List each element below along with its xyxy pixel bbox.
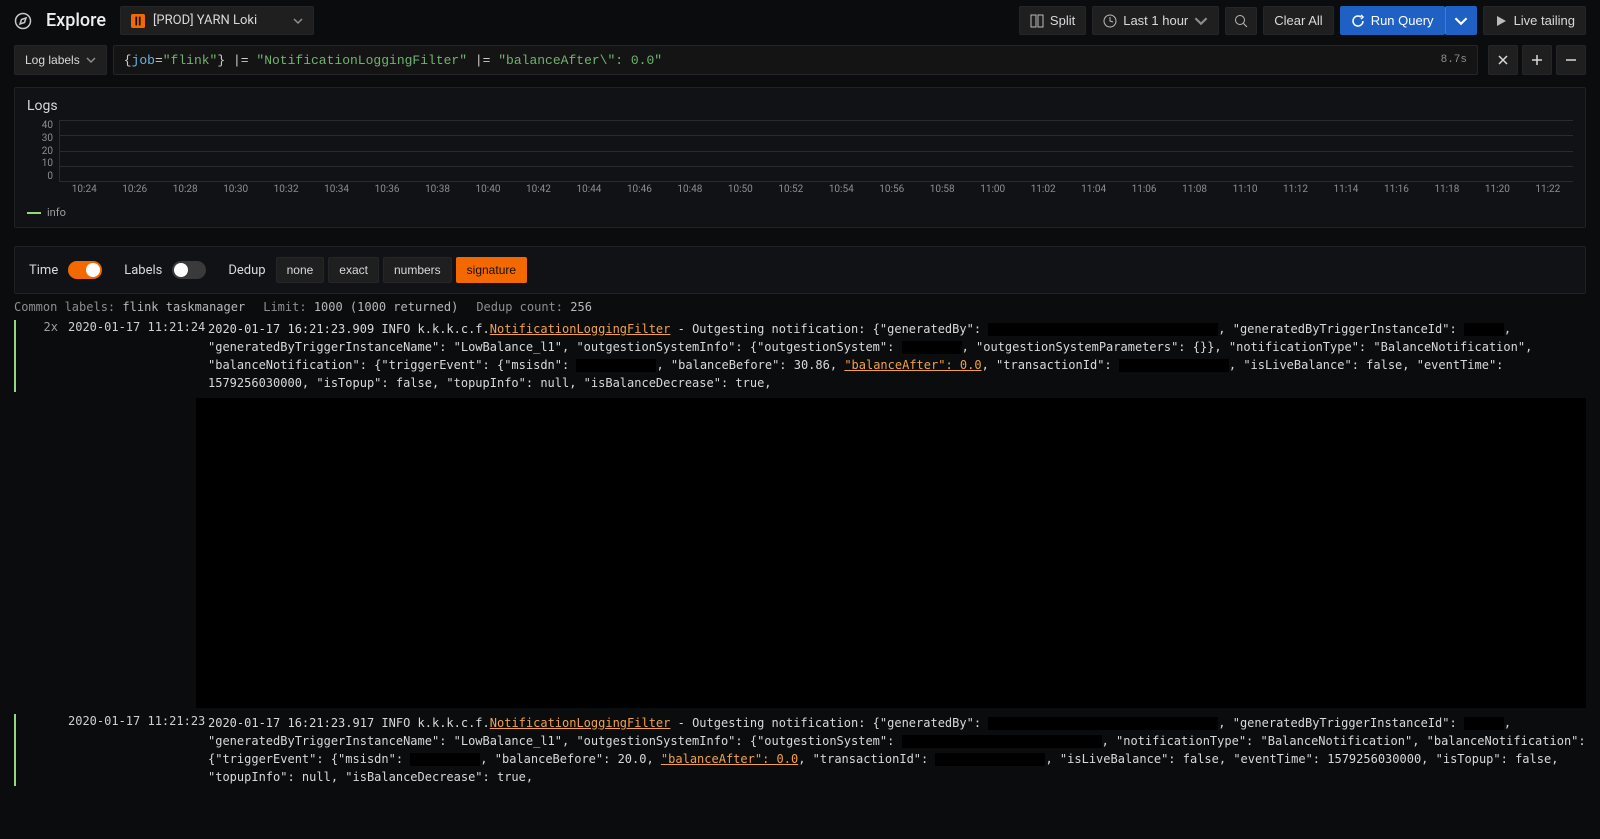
compass-icon <box>14 12 32 30</box>
logs-histogram[interactable]: 403020100 10:2410:2610:2810:3010:3210:34… <box>33 120 1573 200</box>
search-icon <box>1234 14 1248 28</box>
clear-all-button[interactable]: Clear All <box>1263 6 1333 35</box>
chevron-down-icon <box>1194 14 1208 28</box>
add-query-button[interactable] <box>1522 45 1552 75</box>
split-icon <box>1030 14 1044 28</box>
legend-swatch <box>27 212 41 214</box>
log-row[interactable]: 2020-01-17 11:21:23 2020-01-17 16:21:23.… <box>14 714 1586 786</box>
zoom-button[interactable] <box>1225 7 1257 35</box>
query-input[interactable]: {job="flink"} |= "NotificationLoggingFil… <box>113 45 1478 75</box>
labels-toggle[interactable] <box>172 261 206 279</box>
dedup-none-button[interactable]: none <box>276 257 325 283</box>
query-duration: 8.7s <box>1441 54 1467 66</box>
chevron-down-icon <box>1454 14 1468 28</box>
logs-legend: info <box>27 206 1573 219</box>
log-row[interactable]: 2x 2020-01-17 11:21:24 2020-01-17 16:21:… <box>14 320 1586 392</box>
time-range-picker[interactable]: Last 1 hour <box>1092 6 1219 35</box>
log-dup-count <box>24 714 58 786</box>
logs-panel: Logs 403020100 10:2410:2610:2810:3010:32… <box>14 87 1586 228</box>
log-controls: Time Labels Dedup noneexactnumberssignat… <box>14 246 1586 294</box>
log-list: 2x 2020-01-17 11:21:24 2020-01-17 16:21:… <box>14 320 1586 786</box>
datasource-name: [PROD] YARN Loki <box>153 13 257 28</box>
time-toggle[interactable] <box>68 261 102 279</box>
dedup-exact-button[interactable]: exact <box>328 257 379 283</box>
datasource-picker[interactable]: [PROD] YARN Loki <box>120 6 314 35</box>
run-query-button[interactable]: Run Query <box>1340 6 1445 35</box>
log-labels-button[interactable]: Log labels <box>14 45 107 75</box>
log-timestamp: 2020-01-17 11:21:24 <box>68 320 198 392</box>
log-message: 2020-01-17 16:21:23.909 INFO k.k.k.c.f.N… <box>208 320 1586 392</box>
labels-toggle-label: Labels <box>124 263 162 278</box>
play-icon <box>1494 14 1508 28</box>
loki-icon <box>131 14 145 28</box>
time-toggle-label: Time <box>29 263 58 278</box>
chevron-down-icon <box>293 16 303 26</box>
dedup-numbers-button[interactable]: numbers <box>383 257 452 283</box>
logs-panel-title: Logs <box>27 98 1573 114</box>
split-button[interactable]: Split <box>1019 6 1086 35</box>
clear-query-button[interactable] <box>1488 45 1518 75</box>
live-tailing-button[interactable]: Live tailing <box>1483 6 1586 35</box>
dedup-label: Dedup <box>228 263 265 278</box>
remove-query-button[interactable] <box>1556 45 1586 75</box>
plus-icon <box>1531 54 1543 66</box>
redacted-block <box>196 398 1586 708</box>
dedup-signature-button[interactable]: signature <box>456 257 527 283</box>
log-dup-count: 2x <box>24 320 58 392</box>
chevron-down-icon <box>86 55 96 65</box>
page-title: Explore <box>46 10 106 31</box>
run-query-dropdown[interactable] <box>1445 6 1477 35</box>
log-timestamp: 2020-01-17 11:21:23 <box>68 714 198 786</box>
minus-icon <box>1565 54 1577 66</box>
close-icon <box>1497 54 1509 66</box>
refresh-icon <box>1351 14 1365 28</box>
log-meta: Common labels: flink taskmanager Limit: … <box>14 300 1586 314</box>
log-message: 2020-01-17 16:21:23.917 INFO k.k.k.c.f.N… <box>208 714 1586 786</box>
clock-icon <box>1103 14 1117 28</box>
